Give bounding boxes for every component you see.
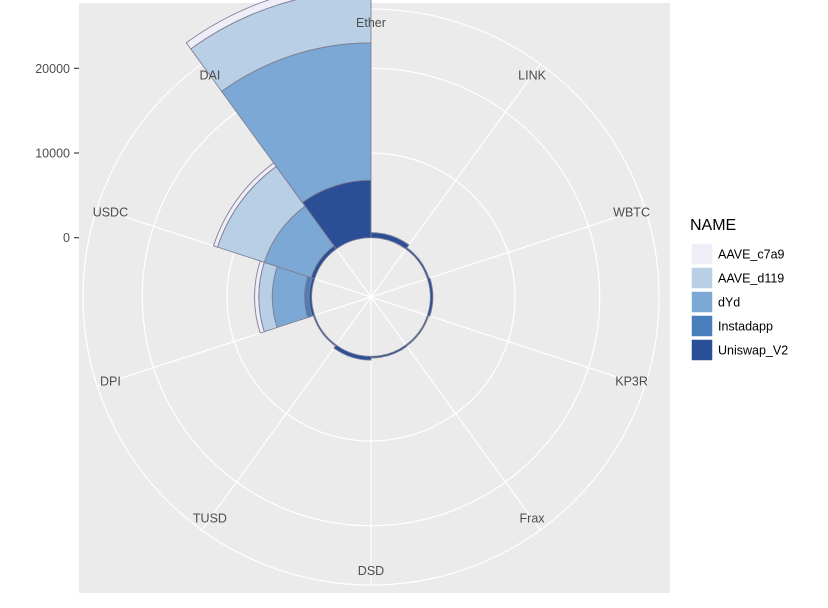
angular-gridline — [201, 296, 372, 531]
legend-swatch-aave-c7a9 — [690, 242, 714, 266]
bar-ether-aave-c7a9 — [185, 0, 297, 50]
legend-title: NAME — [690, 217, 736, 234]
angular-gridline — [96, 296, 372, 387]
bar-link-uniswap-v2 — [370, 232, 410, 250]
angle-label-frax: Frax — [520, 512, 546, 526]
bar-dai-aave-c7a9 — [212, 162, 277, 248]
angle-label-tusd: TUSD — [193, 512, 227, 526]
legend-label-dyd: dYd — [718, 296, 740, 310]
y-tick-label: 0 — [63, 231, 70, 245]
legend-label-uniswap-v2: Uniswap_V2 — [718, 344, 788, 358]
angle-label-dai: DAI — [200, 68, 221, 82]
y-tick-label: 20000 — [35, 62, 70, 76]
angle-label-dpi: DPI — [100, 375, 121, 389]
legend: NAME AAVE_c7a9 AAVE_d119 dYd Instadapp Uniswa… — [690, 217, 788, 362]
y-tick-label: 10000 — [35, 147, 70, 161]
angle-label-link: LINK — [518, 68, 546, 82]
angular-gridline — [370, 207, 646, 298]
legend-label-instadapp: Instadapp — [718, 320, 773, 334]
angle-label-ether: Ether — [356, 16, 386, 30]
legend-swatch-uniswap-v2 — [690, 338, 714, 362]
legend-swatch-aave-d119 — [690, 266, 714, 290]
bars-layer — [185, 0, 434, 361]
legend-label-aave-d119: AAVE_d119 — [718, 272, 784, 286]
angle-labels-layer: Ether LINK WBTC KP3R Frax DSD TUSD DPI USDC DAI — [93, 16, 650, 578]
legend-label-aave-c7a9: AAVE_c7a9 — [718, 248, 785, 262]
y-axis-layer: 0 10000 20000 — [35, 62, 79, 245]
angle-label-usdc: USDC — [93, 205, 128, 219]
angular-gridline — [370, 296, 541, 531]
angle-label-wbtc: WBTC — [613, 205, 650, 219]
angular-gridline — [370, 296, 646, 387]
legend-swatch-dyd — [690, 290, 714, 314]
legend-swatch-instadapp — [690, 314, 714, 338]
angular-gridline — [370, 63, 541, 298]
angle-label-dsd: DSD — [358, 564, 384, 578]
bar-usdc-dyd — [271, 265, 309, 329]
angle-label-kp3r: KP3R — [615, 375, 648, 389]
